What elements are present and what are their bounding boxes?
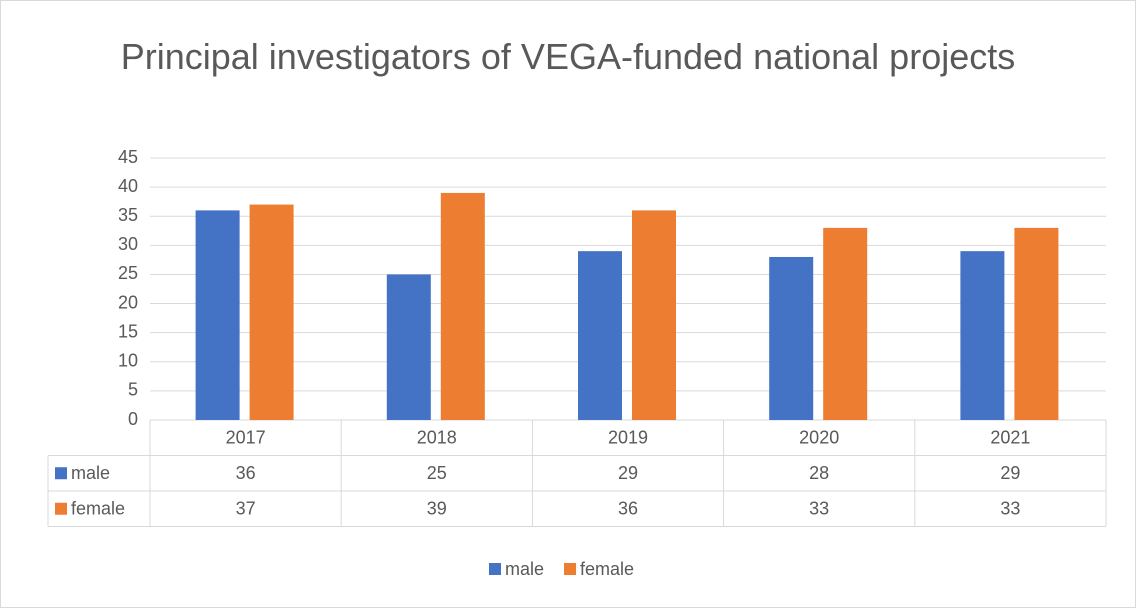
bar <box>386 274 431 420</box>
table-value: 33 <box>1000 499 1020 519</box>
table-legend-key <box>55 502 67 515</box>
table-row-label: male <box>71 463 110 483</box>
y-tick-label: 30 <box>118 234 138 254</box>
table-value: 33 <box>809 499 829 519</box>
y-tick-label: 20 <box>118 292 138 312</box>
bar <box>632 210 676 420</box>
y-tick-label: 35 <box>118 205 138 225</box>
x-tick-label: 2018 <box>417 428 457 448</box>
bar <box>960 251 1005 420</box>
table-value: 37 <box>236 499 256 519</box>
legend-label: female <box>580 559 634 579</box>
table-value: 25 <box>427 463 447 483</box>
x-tick-label: 2017 <box>226 428 266 448</box>
table-value: 28 <box>809 463 829 483</box>
bar <box>195 210 240 420</box>
y-tick-label: 25 <box>118 263 138 283</box>
chart-title: Principal investigators of VEGA-funded n… <box>120 36 1016 77</box>
y-tick-label: 0 <box>128 409 138 429</box>
x-tick-label: 2019 <box>608 428 648 448</box>
bar <box>440 192 485 420</box>
x-tick-label: 2020 <box>799 428 839 448</box>
y-tick-label: 40 <box>118 176 138 196</box>
bar <box>823 227 868 420</box>
bar <box>769 256 814 420</box>
table-value: 36 <box>236 463 256 483</box>
bar <box>249 204 294 420</box>
bar <box>578 251 622 420</box>
bar <box>1014 227 1059 420</box>
table-row-label: female <box>71 499 125 519</box>
y-tick-label: 5 <box>128 380 138 400</box>
table-value: 39 <box>427 499 447 519</box>
y-tick-label: 10 <box>118 351 138 371</box>
table-value: 36 <box>618 499 638 519</box>
table-value: 29 <box>1000 463 1020 483</box>
legend-key <box>489 563 501 575</box>
legend-label: male <box>505 559 544 579</box>
x-tick-label: 2021 <box>990 428 1030 448</box>
y-tick-label: 15 <box>118 321 138 341</box>
table-value: 29 <box>618 463 638 483</box>
y-tick-label: 45 <box>118 147 138 167</box>
legend-key <box>564 563 577 575</box>
table-legend-key <box>55 467 67 480</box>
